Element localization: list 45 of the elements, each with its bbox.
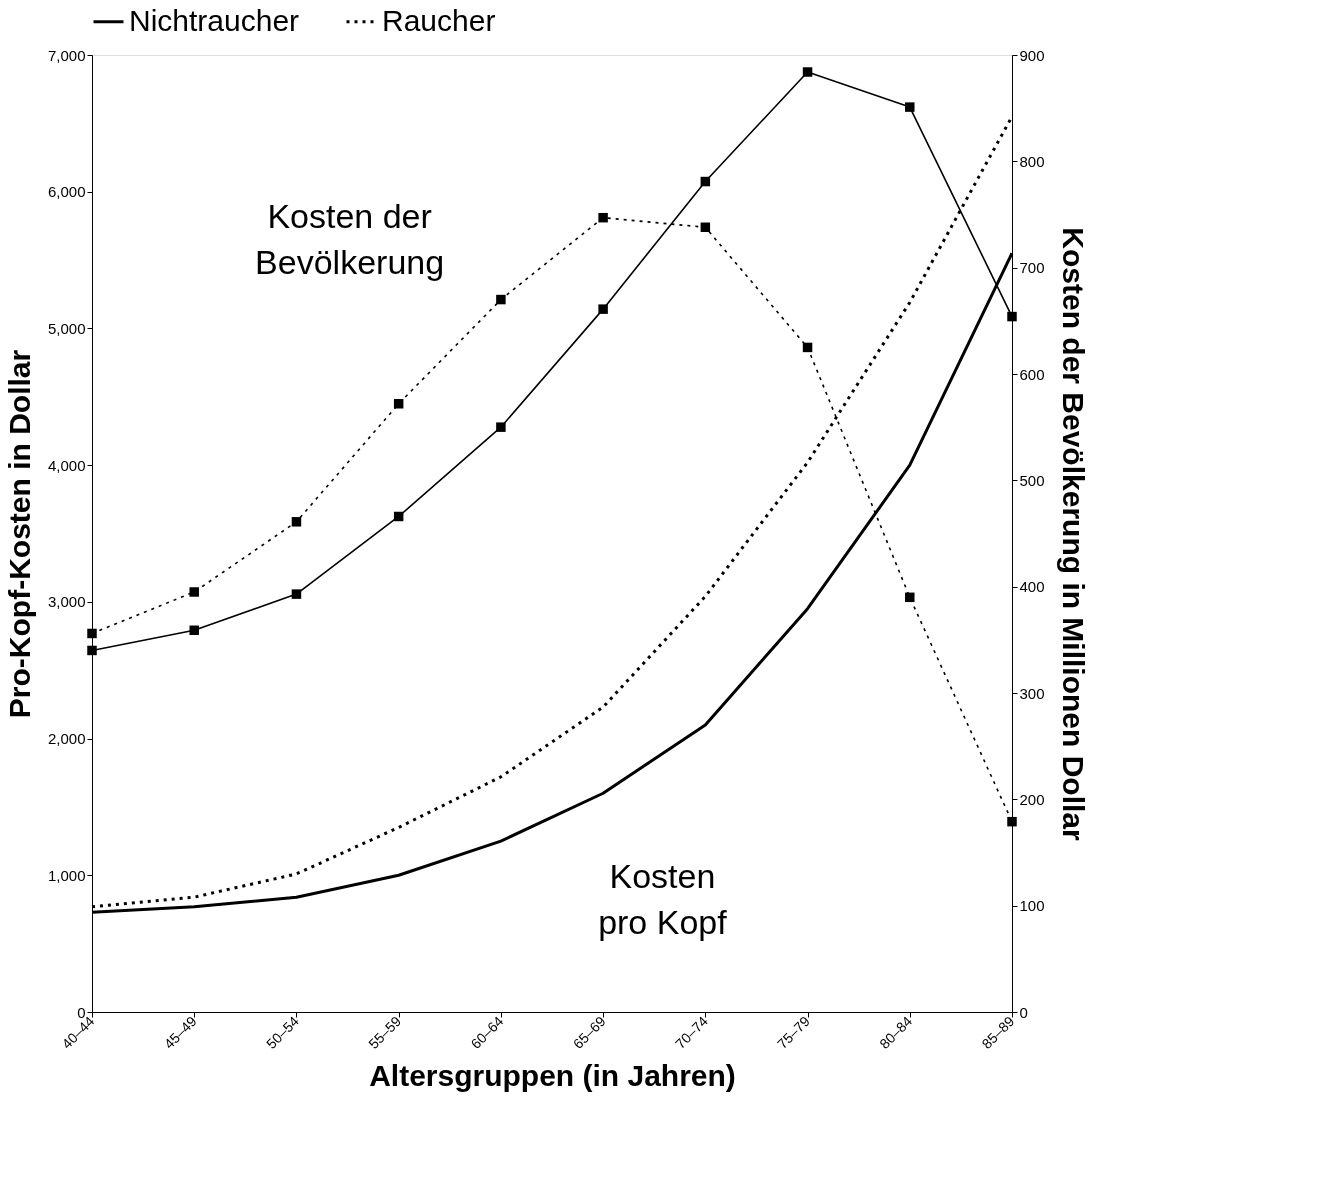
y-tick-label: 6,000 (47, 183, 86, 201)
y2-tick-label: 800 (1019, 152, 1045, 170)
annotation: Kosten pro Kopf (598, 857, 728, 942)
y-tick-label: 5,000 (47, 319, 86, 337)
y-tick-label: 3,000 (47, 593, 86, 611)
point (598, 304, 608, 314)
y-tick-label: 2,000 (47, 730, 86, 748)
point (393, 511, 404, 522)
point (496, 422, 506, 432)
point (1007, 816, 1017, 827)
x-axis-title: Altersgruppen (in Jahren) (369, 1058, 736, 1092)
point (1007, 311, 1017, 322)
y-tick-label: 1,000 (47, 866, 86, 884)
point (393, 399, 404, 409)
y-tick-label: 4,000 (47, 456, 86, 474)
y2-tick-label: 500 (1019, 471, 1045, 489)
point (496, 294, 506, 305)
y2-tick-label: 300 (1019, 684, 1045, 702)
point (700, 176, 711, 187)
point (802, 67, 813, 77)
y2-tick-label: 200 (1019, 790, 1045, 808)
point (802, 342, 813, 353)
y2-tick-label: 700 (1019, 259, 1045, 277)
point (700, 222, 711, 232)
point (598, 212, 608, 223)
annotation: Kosten der Bevölkerung (255, 196, 445, 281)
point (291, 589, 302, 599)
y2-tick-label: 0 (1019, 1003, 1028, 1021)
point (87, 645, 97, 656)
y-tick-label: 7,000 (47, 46, 86, 64)
point (189, 587, 199, 597)
point (291, 517, 302, 527)
y2-tick-label: 600 (1019, 365, 1045, 383)
y-axis-title: Pro-Kopf-Kosten in Dollar (2, 349, 36, 719)
y-tick-label: 0 (77, 1003, 86, 1021)
y2-tick-label: 900 (1019, 46, 1045, 64)
y2-axis-title: Kosten der Bevölkerung in Millionen Dollar (1056, 227, 1090, 842)
legend-label: Nichtraucher (129, 3, 300, 37)
y2-tick-label: 400 (1019, 578, 1045, 596)
y2-tick-label: 100 (1019, 897, 1045, 915)
point (189, 625, 199, 636)
point (905, 592, 915, 603)
point (905, 102, 915, 112)
point (87, 628, 97, 639)
legend-label: Raucher (382, 3, 496, 37)
